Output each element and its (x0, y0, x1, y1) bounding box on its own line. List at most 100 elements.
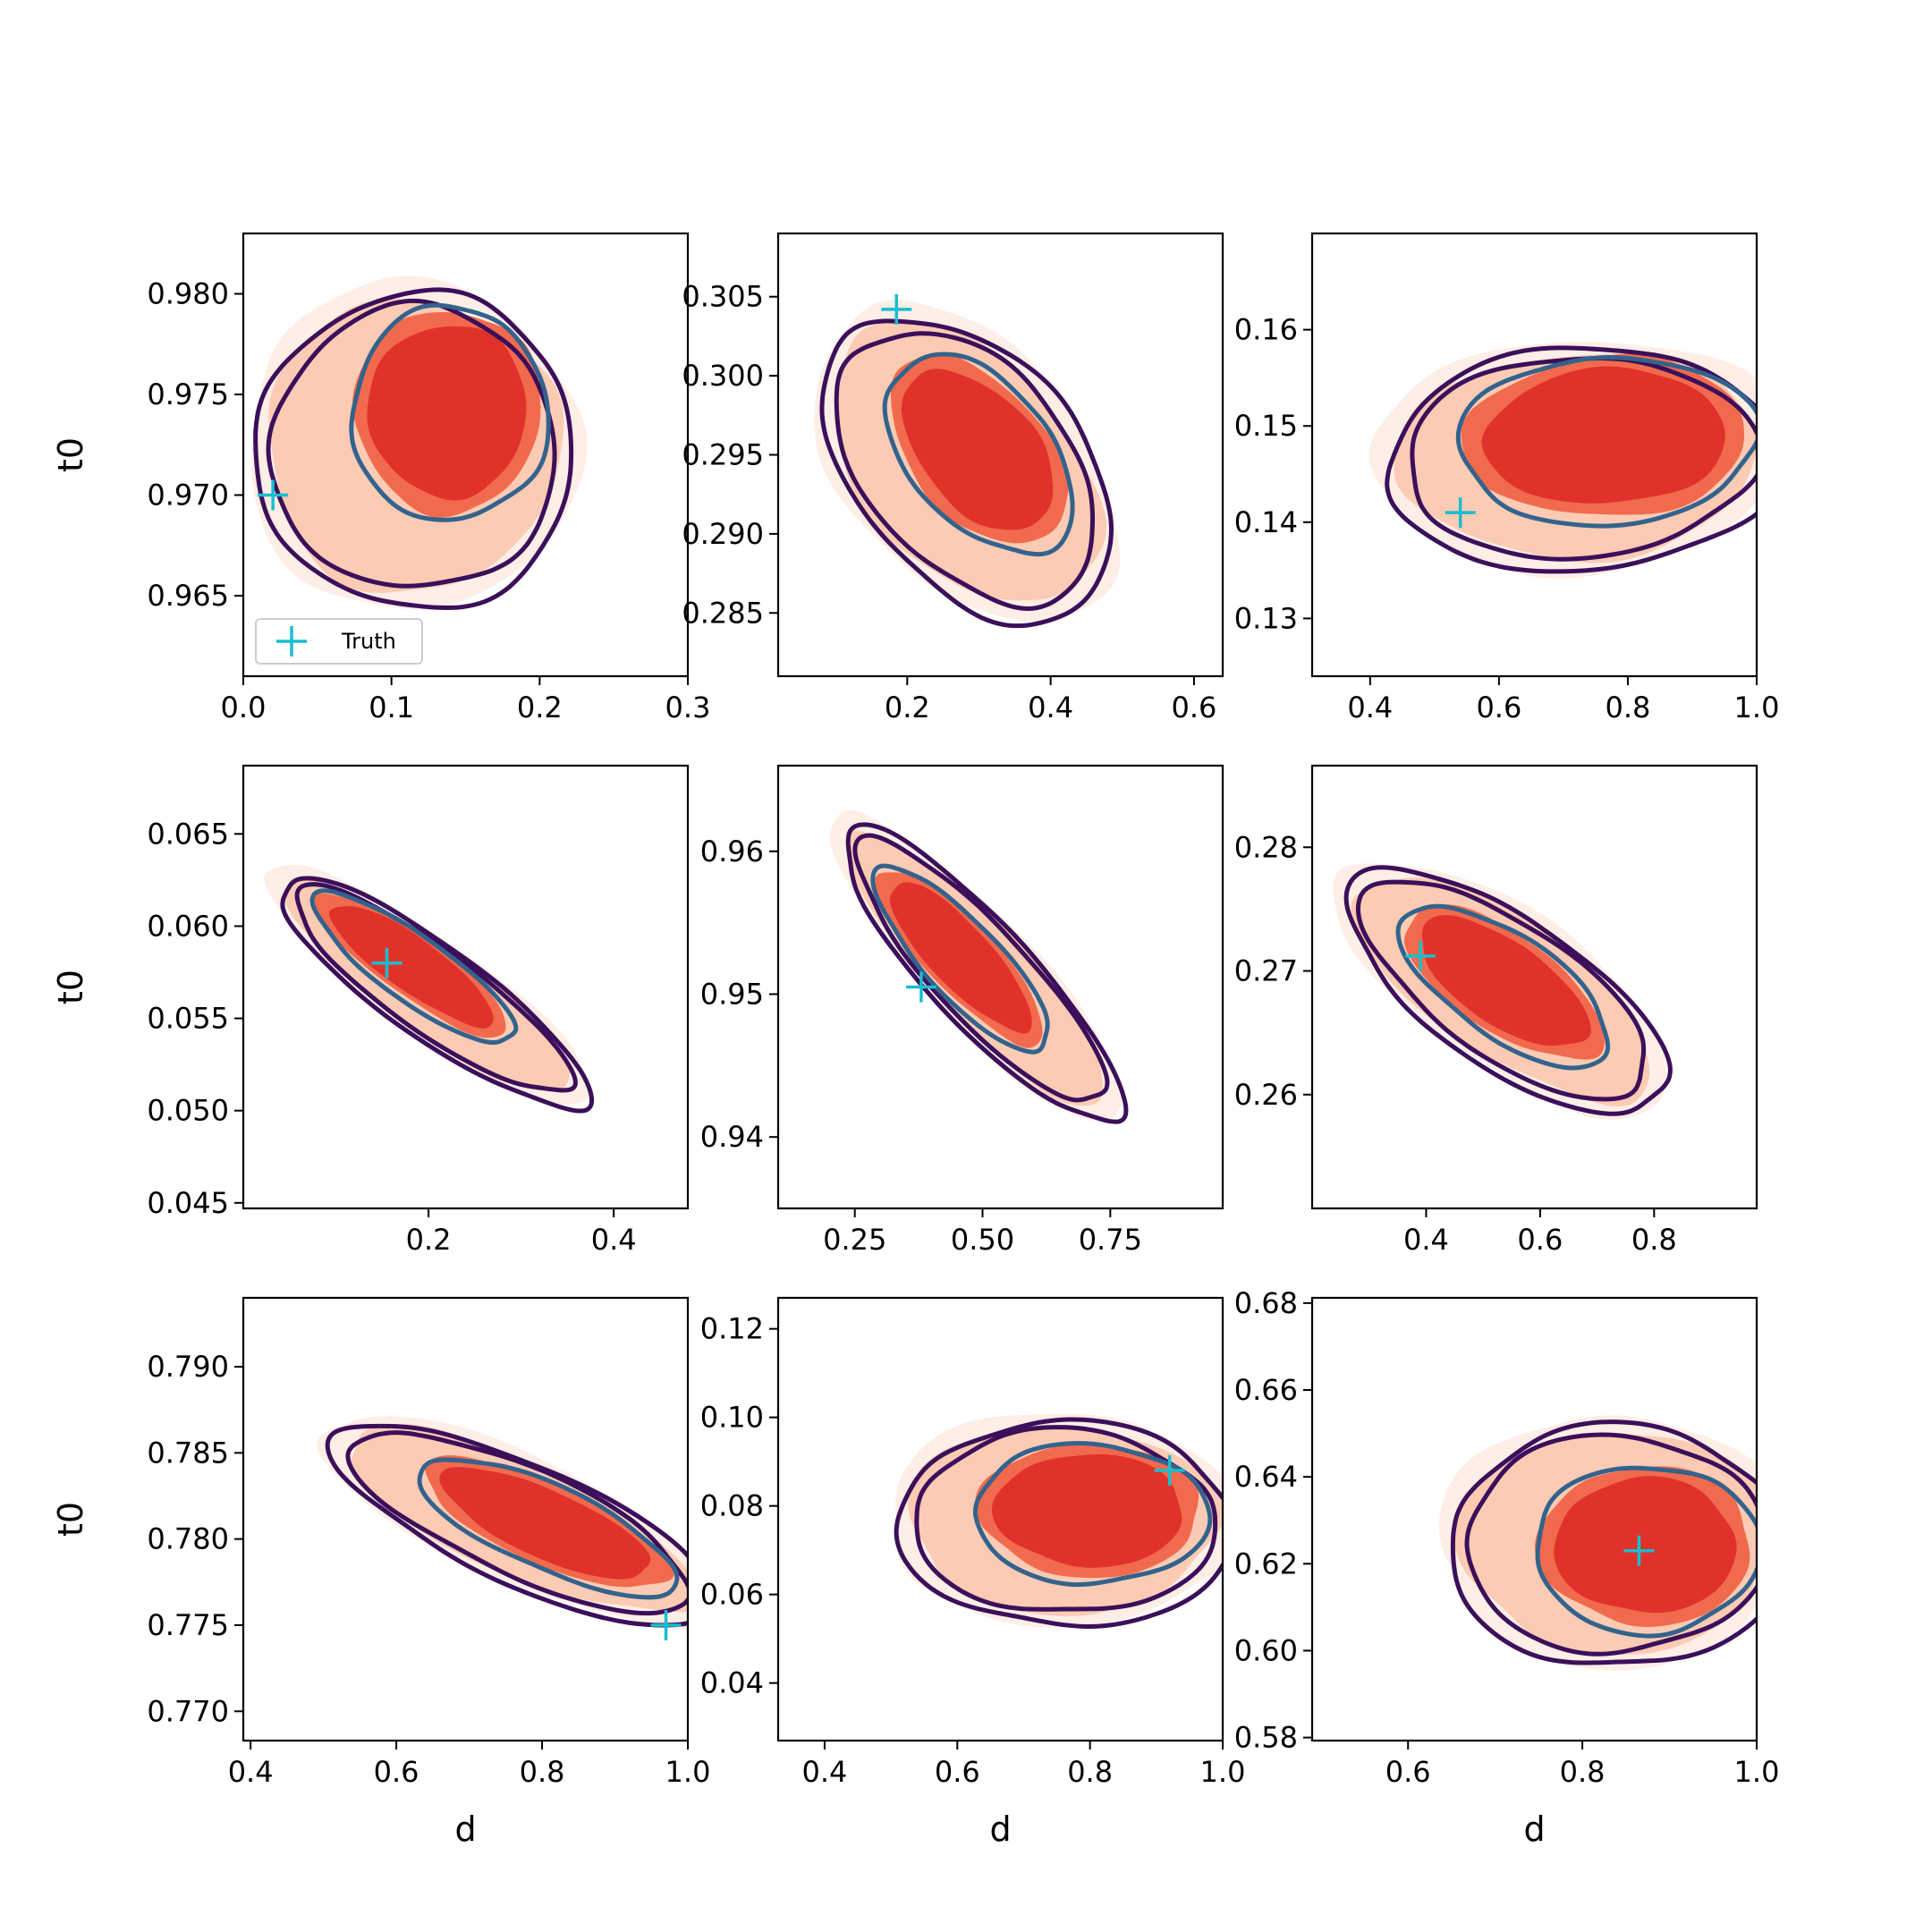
truth-marker (905, 971, 936, 1003)
x-tick-label: 0.4 (228, 1755, 274, 1789)
y-tick-label: 0.26 (1234, 1078, 1298, 1112)
subplot-5: 0.25 0.50 0.75 0.94 0.95 0.96 (700, 764, 1224, 1257)
contour-line-mid (852, 833, 1110, 1103)
y-tick-label: 0.94 (700, 1120, 764, 1154)
axes-frame (1310, 1296, 1758, 1742)
x-tick-label: 0.4 (1028, 691, 1073, 724)
axes-frame (776, 764, 1224, 1210)
y-tick-label: 0.970 (147, 479, 229, 513)
contour-line-mid (1355, 879, 1647, 1102)
y-tick-label: 0.305 (682, 280, 764, 314)
contour-line-inner (870, 863, 1050, 1055)
y-tick-label: 0.975 (147, 377, 229, 411)
y-tick-label: 0.785 (147, 1436, 229, 1470)
truth-marker (881, 293, 912, 325)
y-tick-label: 0.10 (700, 1401, 764, 1435)
x-tick-label: 0.8 (1605, 691, 1650, 724)
legend-box (255, 618, 423, 665)
legend: Truth (255, 618, 423, 665)
contour-line-outer (845, 822, 1129, 1124)
x-tick-label: 0.4 (1347, 691, 1393, 724)
x-tick-label: 0.4 (591, 1223, 637, 1257)
contour-line-inner (349, 302, 551, 522)
y-tick-label: 0.050 (147, 1094, 229, 1128)
x-tick-label: 0.75 (1079, 1223, 1142, 1257)
y-axis-label: t0 (51, 970, 90, 1004)
contour-line-outer (1385, 345, 1757, 574)
contour-line-outer (280, 876, 595, 1114)
y-tick-label: 0.62 (1234, 1546, 1298, 1580)
subplot-7: 0.4 0.6 0.8 1.0 0.770 0.775 0.780 0.785 0.790 t0 d (51, 1296, 711, 1849)
subplot-9: 0.6 0.8 1.0 0.58 0.60 0.62 0.64 0.66 0.68 d (1234, 1286, 1780, 1849)
density-fill-core (1481, 366, 1725, 504)
y-tick-label: 0.065 (147, 817, 229, 851)
x-tick-label: 0.25 (823, 1223, 886, 1257)
density-fill-core (439, 1467, 651, 1580)
y-tick-label: 0.16 (1234, 313, 1298, 347)
density-contours (251, 275, 588, 611)
x-tick-label: 0.2 (406, 1223, 452, 1257)
density-contours (814, 300, 1121, 629)
density-contours (1438, 1415, 1757, 1671)
density-contours (830, 809, 1129, 1124)
y-tick-label: 0.68 (1234, 1286, 1298, 1320)
x-tick-label: 0.3 (665, 691, 711, 724)
truth-marker (1154, 1455, 1185, 1487)
y-tick-label: 0.790 (147, 1350, 229, 1384)
density-fill-core (1421, 915, 1591, 1046)
contour-line-outer (325, 1423, 688, 1628)
contour-line-inner (1455, 354, 1757, 529)
truth-marker (258, 479, 289, 511)
subplot-8: 0.4 0.6 0.8 1.0 0.04 0.06 0.08 0.10 0.12 d (700, 1296, 1246, 1849)
density-contours (264, 864, 595, 1114)
y-tick-label: 0.95 (700, 977, 764, 1011)
subplot-4: 0.2 0.4 0.045 0.050 0.055 0.060 0.065 t0 (51, 764, 690, 1257)
y-tick-label: 0.08 (700, 1489, 764, 1523)
y-tick-label: 0.295 (682, 438, 764, 472)
density-fill-core (889, 882, 1032, 1034)
y-tick-label: 0.15 (1234, 409, 1298, 443)
axes-frame (242, 764, 690, 1210)
truth-marker (650, 1609, 682, 1640)
y-tick-label: 0.780 (147, 1522, 229, 1556)
y-tick-label: 0.13 (1234, 601, 1298, 635)
x-tick-label: 0.8 (1560, 1755, 1606, 1789)
contour-line-mid (1410, 355, 1757, 562)
y-tick-label: 0.27 (1234, 954, 1298, 988)
y-tick-label: 0.060 (147, 909, 229, 943)
x-tick-label: 0.8 (1631, 1223, 1677, 1257)
contour-line-inner (417, 1457, 680, 1600)
x-tick-label: 0.50 (951, 1223, 1014, 1257)
y-tick-label: 0.06 (700, 1578, 764, 1612)
density-fill-core (1554, 1476, 1737, 1614)
y-tick-label: 0.64 (1234, 1460, 1298, 1494)
legend-label: Truth (341, 629, 396, 654)
x-axis-label: d (454, 1809, 476, 1849)
contour-line-inner (882, 352, 1075, 557)
y-tick-label: 0.66 (1234, 1373, 1298, 1407)
truth-marker (1445, 497, 1476, 529)
x-tick-label: 0.2 (885, 691, 930, 724)
x-tick-label: 1.0 (665, 1755, 711, 1789)
y-tick-label: 0.300 (682, 359, 764, 393)
y-tick-label: 0.96 (700, 835, 764, 869)
x-tick-label: 0.1 (369, 691, 414, 724)
contour-line-inner (972, 1441, 1213, 1588)
y-tick-label: 0.14 (1234, 505, 1298, 539)
contour-line-mid (266, 298, 557, 589)
subplot-3: 0.4 0.6 0.8 1.0 0.13 0.14 0.15 0.16 (1234, 232, 1779, 724)
contour-line-outer (819, 318, 1114, 629)
truth-marker (1623, 1535, 1655, 1566)
y-tick-label: 0.12 (700, 1312, 764, 1346)
x-tick-label: 1.0 (1200, 1755, 1246, 1789)
y-tick-label: 0.045 (147, 1186, 229, 1220)
density-fill-core (367, 326, 527, 501)
contour-line-mid (834, 331, 1096, 611)
density-contours (1333, 863, 1673, 1121)
density-contours (317, 1416, 688, 1630)
contour-line-outer (1450, 1419, 1757, 1665)
x-tick-label: 0.6 (1517, 1223, 1563, 1257)
x-tick-label: 0.0 (221, 691, 267, 724)
x-tick-label: 0.2 (517, 691, 563, 724)
